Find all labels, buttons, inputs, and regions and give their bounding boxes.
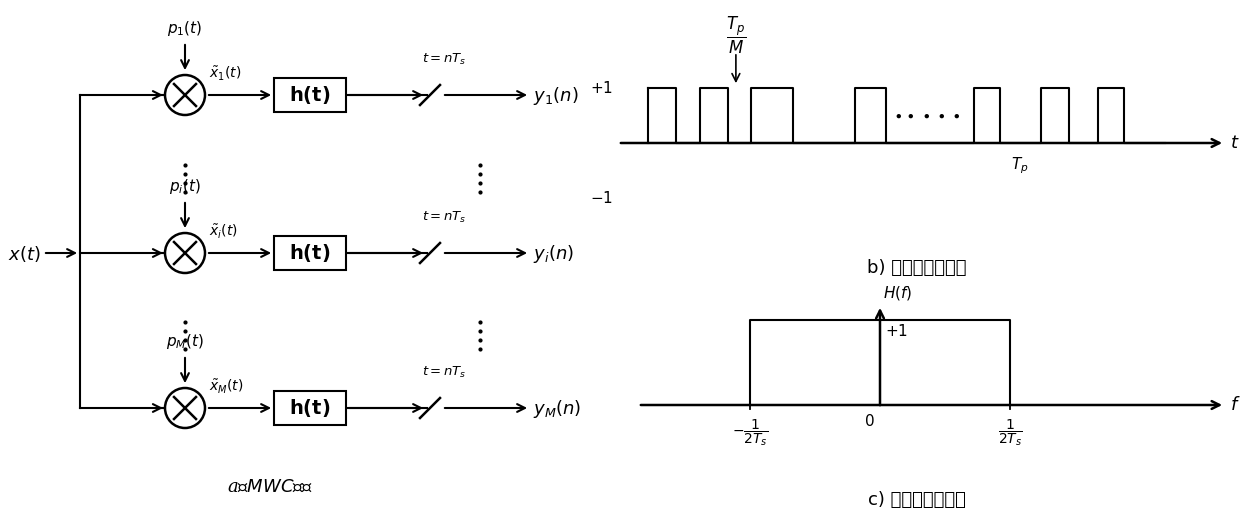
Text: $\mathbf{h(t)}$: $\mathbf{h(t)}$: [289, 397, 331, 419]
Text: $p_i(t)$: $p_i(t)$: [169, 177, 201, 196]
Text: $t=nT_s$: $t=nT_s$: [422, 210, 466, 225]
Text: $\dfrac{T_p}{M}$: $\dfrac{T_p}{M}$: [725, 15, 746, 56]
Text: $f$: $f$: [1230, 396, 1240, 414]
Text: $\mathbf{h(t)}$: $\mathbf{h(t)}$: [289, 84, 331, 106]
Text: $T_p$: $T_p$: [1012, 155, 1029, 175]
Text: $+1$: $+1$: [885, 323, 908, 339]
FancyBboxPatch shape: [274, 391, 346, 425]
Text: c) 低通滤波器响应: c) 低通滤波器响应: [868, 491, 966, 509]
Text: $\tilde{x}_1(t)$: $\tilde{x}_1(t)$: [210, 65, 242, 83]
FancyBboxPatch shape: [274, 236, 346, 270]
Text: $p_M(t)$: $p_M(t)$: [166, 332, 203, 351]
Text: b) 伪随机序列波形: b) 伪随机序列波形: [867, 259, 966, 277]
Text: $\bullet\bullet\bullet\bullet\bullet$: $\bullet\bullet\bullet\bullet\bullet$: [893, 108, 961, 123]
Text: $\dfrac{1}{2T_s}$: $\dfrac{1}{2T_s}$: [998, 417, 1023, 448]
Text: $+1$: $+1$: [590, 80, 613, 96]
Text: $t=nT_s$: $t=nT_s$: [422, 365, 466, 380]
Text: $\mathbf{h(t)}$: $\mathbf{h(t)}$: [289, 242, 331, 264]
Text: $0$: $0$: [864, 413, 875, 429]
Text: $p_1(t)$: $p_1(t)$: [167, 19, 202, 38]
Text: $x(t)$: $x(t)$: [7, 244, 41, 264]
Text: $y_M(n)$: $y_M(n)$: [533, 398, 582, 420]
Text: $t=nT_s$: $t=nT_s$: [422, 52, 466, 67]
Text: $t$: $t$: [1230, 134, 1240, 152]
Text: $-\dfrac{1}{2T_s}$: $-\dfrac{1}{2T_s}$: [732, 417, 769, 448]
Text: $y_i(n)$: $y_i(n)$: [533, 243, 574, 265]
Text: $H(f)$: $H(f)$: [883, 284, 913, 302]
Text: $-1$: $-1$: [590, 190, 613, 206]
Text: $\tilde{x}_M(t)$: $\tilde{x}_M(t)$: [210, 378, 243, 396]
Text: a）$MWC$结构: a）$MWC$结构: [227, 478, 312, 496]
FancyBboxPatch shape: [274, 78, 346, 112]
Text: $\tilde{x}_i(t)$: $\tilde{x}_i(t)$: [210, 223, 238, 241]
Text: $y_1(n)$: $y_1(n)$: [533, 85, 579, 107]
